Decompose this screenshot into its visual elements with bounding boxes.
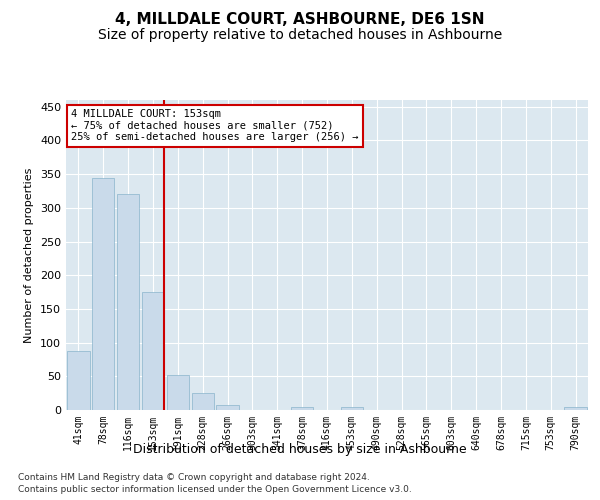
Bar [217,404,239,410]
Bar [92,178,115,410]
Bar [565,408,587,410]
Text: Distribution of detached houses by size in Ashbourne: Distribution of detached houses by size … [133,442,467,456]
Bar [142,292,164,410]
Text: Size of property relative to detached houses in Ashbourne: Size of property relative to detached ho… [98,28,502,42]
Bar [67,350,89,410]
Bar [167,375,189,410]
Text: Contains HM Land Registry data © Crown copyright and database right 2024.: Contains HM Land Registry data © Crown c… [18,472,370,482]
Bar [117,194,139,410]
Bar [191,393,214,410]
Text: 4 MILLDALE COURT: 153sqm
← 75% of detached houses are smaller (752)
25% of semi-: 4 MILLDALE COURT: 153sqm ← 75% of detach… [71,110,359,142]
Y-axis label: Number of detached properties: Number of detached properties [25,168,34,342]
Text: Contains public sector information licensed under the Open Government Licence v3: Contains public sector information licen… [18,485,412,494]
Bar [341,406,363,410]
Bar [291,406,313,410]
Text: 4, MILLDALE COURT, ASHBOURNE, DE6 1SN: 4, MILLDALE COURT, ASHBOURNE, DE6 1SN [115,12,485,28]
